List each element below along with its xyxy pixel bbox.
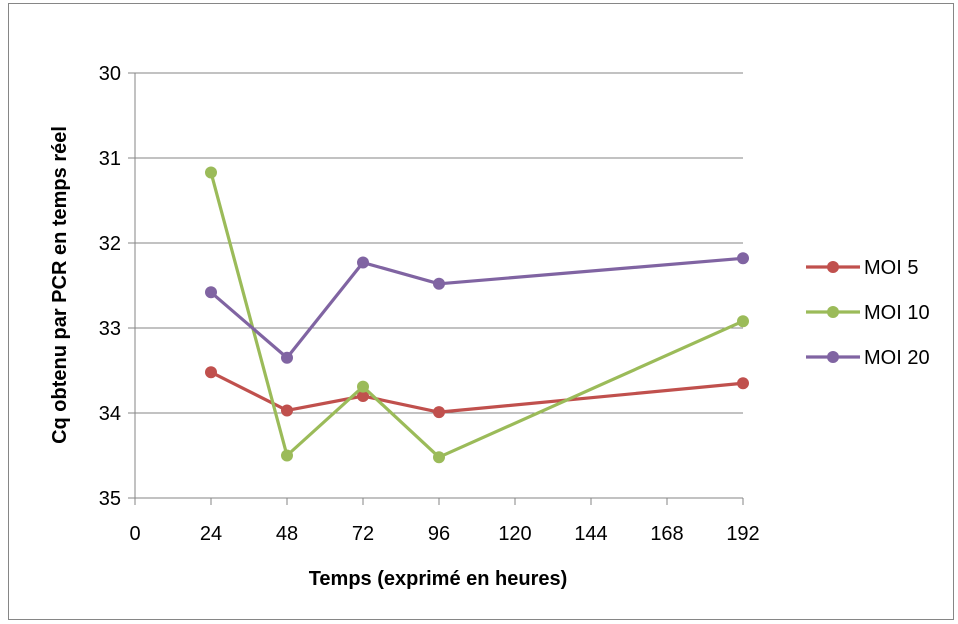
legend-marker <box>827 351 839 363</box>
data-point <box>737 252 749 265</box>
data-point <box>281 404 293 417</box>
series-line-moi-20 <box>209 256 744 360</box>
x-axis-title: Temps (exprimé en heures) <box>309 568 568 590</box>
chart-area <box>8 3 954 620</box>
x-tick-label: 72 <box>352 523 374 545</box>
y-tick-labels: 30 31 32 33 34 35 <box>99 63 121 510</box>
legend-marker <box>827 306 839 318</box>
data-point <box>205 166 217 179</box>
data-point <box>281 449 293 462</box>
data-point <box>737 377 749 390</box>
x-tick-label: 96 <box>428 523 450 545</box>
data-point <box>433 451 445 464</box>
y-axis-title: Cq obtenu par PCR en temps réel <box>49 126 71 444</box>
data-point <box>357 390 369 402</box>
y-tick-label: 32 <box>99 233 121 255</box>
legend-label: MOI 20 <box>864 347 930 369</box>
data-point <box>281 351 293 364</box>
y-tick-label: 33 <box>99 318 121 340</box>
x-tick-label: 0 <box>129 523 140 545</box>
data-point <box>205 366 217 379</box>
data-point <box>433 406 445 419</box>
data-point <box>205 286 217 299</box>
x-tick-label: 120 <box>498 523 531 545</box>
y-tick-label: 34 <box>99 403 121 425</box>
x-tick-labels: 0 24 48 72 96 120 144 168 192 <box>129 523 759 545</box>
x-tick-label: 192 <box>726 523 759 545</box>
legend: MOI 5 MOI 10 MOI 20 <box>806 257 930 369</box>
y-tick-label: 35 <box>99 488 121 510</box>
series-group <box>205 166 749 464</box>
x-tick-label: 48 <box>276 523 298 545</box>
data-point <box>433 277 445 290</box>
data-point <box>357 256 369 269</box>
x-tick-label: 144 <box>574 523 607 545</box>
legend-label: MOI 5 <box>864 257 918 279</box>
axes <box>128 72 744 505</box>
y-tick-label: 31 <box>99 148 121 170</box>
x-tick-label: 168 <box>650 523 683 545</box>
y-tick-label: 30 <box>99 63 121 85</box>
legend-label: MOI 10 <box>864 302 930 324</box>
data-point <box>357 380 369 393</box>
legend-marker <box>827 261 839 273</box>
x-tick-label: 24 <box>200 523 222 545</box>
data-point <box>737 315 749 328</box>
